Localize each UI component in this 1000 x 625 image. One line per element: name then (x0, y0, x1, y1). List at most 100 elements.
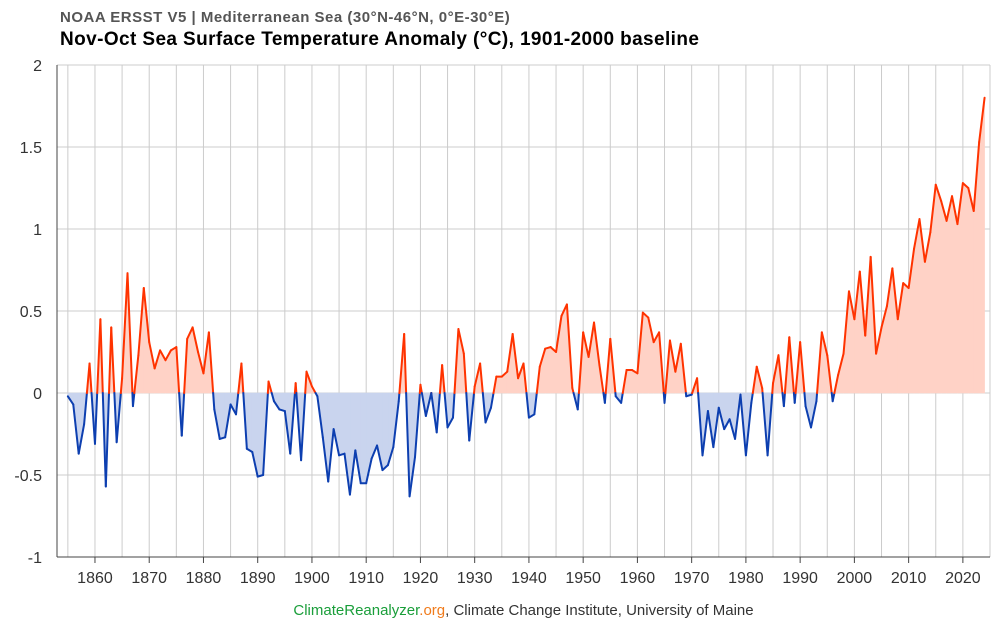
line-segment-positive (641, 311, 650, 319)
line-segment-negative (766, 392, 774, 457)
line-segment-negative (321, 436, 330, 483)
line-segment-negative (831, 392, 836, 403)
line-segment-negative (484, 406, 492, 424)
x-tick-label: 1920 (403, 570, 439, 587)
line-segment-negative (242, 392, 248, 450)
line-segment-positive (755, 365, 764, 390)
x-tick-label: 1990 (782, 570, 818, 587)
area-positive (626, 369, 633, 394)
line-segment-negative (245, 447, 254, 454)
area-positive (951, 196, 958, 394)
line-segment-positive (522, 362, 528, 394)
line-segment-positive (880, 305, 888, 329)
line-segment-positive (891, 267, 899, 321)
area-positive (902, 282, 909, 394)
footer-credit: ClimateReanalyzer.org, Climate Change In… (0, 602, 1000, 619)
line-segment-positive (896, 282, 905, 321)
line-segment-negative (235, 392, 240, 416)
line-segment-negative (465, 392, 471, 442)
line-segment-positive (972, 141, 981, 212)
line-segment-negative (525, 392, 530, 419)
x-tick-label: 1960 (620, 570, 656, 587)
footer-brand-name[interactable]: ClimateReanalyzer (293, 602, 420, 619)
line-segment-negative (603, 392, 607, 404)
line-segment-positive (674, 342, 682, 373)
line-segment-negative (348, 449, 357, 496)
line-segment-positive (636, 311, 644, 375)
area-positive (561, 304, 568, 394)
line-segment-negative (272, 400, 281, 411)
line-segment-positive (945, 195, 954, 222)
line-segment-positive (197, 351, 205, 375)
line-segment-negative (283, 410, 292, 455)
line-segment-negative (734, 393, 742, 440)
line-segment-negative (251, 451, 259, 478)
line-segment-positive (202, 331, 210, 375)
line-segment-negative (289, 392, 296, 455)
line-segment-negative (212, 392, 216, 411)
line-segment-negative (420, 392, 427, 417)
line-segment-negative (782, 392, 786, 408)
line-segment-positive (535, 365, 541, 394)
line-segment-positive (164, 349, 172, 362)
x-tick-label: 1930 (457, 570, 493, 587)
x-tick-label: 2020 (945, 570, 981, 587)
area-negative (382, 392, 389, 471)
line-segment-positive (799, 341, 806, 394)
line-segment-negative (663, 392, 667, 404)
line-segment-positive (560, 303, 568, 317)
line-segment-positive (457, 328, 465, 355)
line-segment-negative (706, 410, 715, 449)
line-segment-positive (462, 352, 468, 394)
line-segment-positive (647, 316, 655, 344)
chart-subtitle: NOAA ERSST V5 | Mediterranean Sea (30°N-… (60, 9, 511, 26)
area-positive (642, 311, 649, 394)
line-segment-positive (517, 362, 525, 380)
line-segment-positive (555, 314, 563, 353)
line-segment-positive (609, 337, 617, 394)
line-segment-positive (918, 218, 926, 263)
line-segment-negative (343, 452, 351, 496)
line-segment-positive (826, 354, 833, 394)
x-tick-label: 1880 (186, 570, 222, 587)
line-segment-positive (110, 326, 116, 394)
line-segment-negative (270, 392, 275, 403)
line-segment-negative (300, 392, 307, 462)
line-segment-positive (159, 349, 167, 362)
area-positive (550, 346, 557, 394)
line-segment-positive (847, 290, 856, 321)
line-segment-positive (506, 332, 514, 373)
footer-credit-text: , Climate Change Institute, University o… (445, 602, 754, 619)
chart-title: Nov-Oct Sea Surface Temperature Anomaly … (60, 29, 700, 50)
area-positive (962, 182, 969, 394)
line-segment-positive (207, 331, 215, 394)
line-segment-negative (489, 392, 495, 409)
area-positive (935, 184, 942, 394)
line-segment-positive (577, 331, 585, 394)
line-segment-negative (295, 392, 303, 462)
line-segment-positive (441, 364, 446, 394)
footer-brand-tld[interactable]: .org (419, 602, 446, 619)
line-segment-positive (473, 385, 476, 394)
line-segment-positive (820, 331, 829, 357)
line-segment-negative (761, 392, 769, 457)
line-segment-positive (652, 331, 661, 344)
line-segment-positive (186, 326, 194, 340)
y-tick-label: 2 (33, 58, 42, 75)
line-segment-positive (913, 218, 921, 250)
area-negative (257, 392, 264, 478)
line-segment-positive (148, 341, 156, 370)
line-segment-positive (240, 362, 245, 394)
line-segment-positive (771, 382, 775, 394)
line-segment-positive (419, 383, 423, 394)
line-segment-negative (397, 392, 401, 403)
line-segment-positive (473, 362, 482, 388)
line-segment-negative (430, 392, 438, 434)
x-tick-label: 1970 (674, 570, 710, 587)
y-tick-label: -1 (28, 550, 42, 567)
y-tick-label: 1.5 (20, 140, 42, 157)
line-segment-positive (679, 342, 687, 394)
area-negative (279, 392, 286, 412)
line-segment-positive (121, 272, 129, 380)
line-segment-negative (93, 392, 99, 445)
